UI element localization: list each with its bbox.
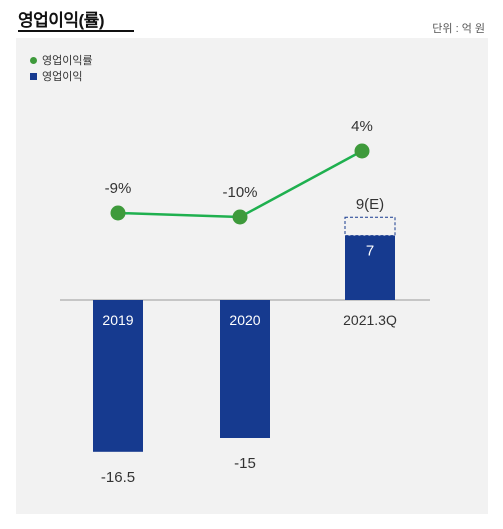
legend: 영업이익률 영업이익 <box>30 52 93 84</box>
margin-value-label-2020: -10% <box>222 184 257 201</box>
chart-title: 영업이익(률) <box>18 11 105 30</box>
legend-item-profit: 영업이익 <box>30 68 93 84</box>
legend-item-margin: 영업이익률 <box>30 52 93 68</box>
title-underline <box>18 30 134 32</box>
bar-value-label-2019: -16.5 <box>101 469 135 486</box>
margin-value-label-2019: -9% <box>105 180 132 197</box>
bar-value-label-2020: -15 <box>234 455 256 472</box>
margin-marker-2020 <box>232 209 248 225</box>
bar-2021.3Q <box>345 235 395 300</box>
legend-label-margin: 영업이익률 <box>42 55 93 67</box>
margin-marker-2021.3Q <box>354 143 370 159</box>
bar-2019 <box>93 300 143 452</box>
margin-value-label-2021.3Q: 4% <box>351 118 373 135</box>
bar-estimate-label-2021.3Q: 9(E) <box>356 196 384 213</box>
margin-marker-2019 <box>110 205 126 221</box>
legend-marker-square <box>30 72 37 80</box>
legend-label-profit: 영업이익 <box>42 71 83 83</box>
bar-value-label-2021.3Q: 7 <box>366 243 374 260</box>
bar-estimate-2021.3Q <box>344 216 396 237</box>
unit-label: 단위 : 억 원 <box>432 23 485 35</box>
category-label-2019: 2019 <box>102 312 133 328</box>
category-label-2020: 2020 <box>229 312 260 328</box>
bar-2020 <box>220 300 270 438</box>
category-label-2021.3Q: 2021.3Q <box>343 312 397 328</box>
legend-marker-dot <box>30 56 37 64</box>
